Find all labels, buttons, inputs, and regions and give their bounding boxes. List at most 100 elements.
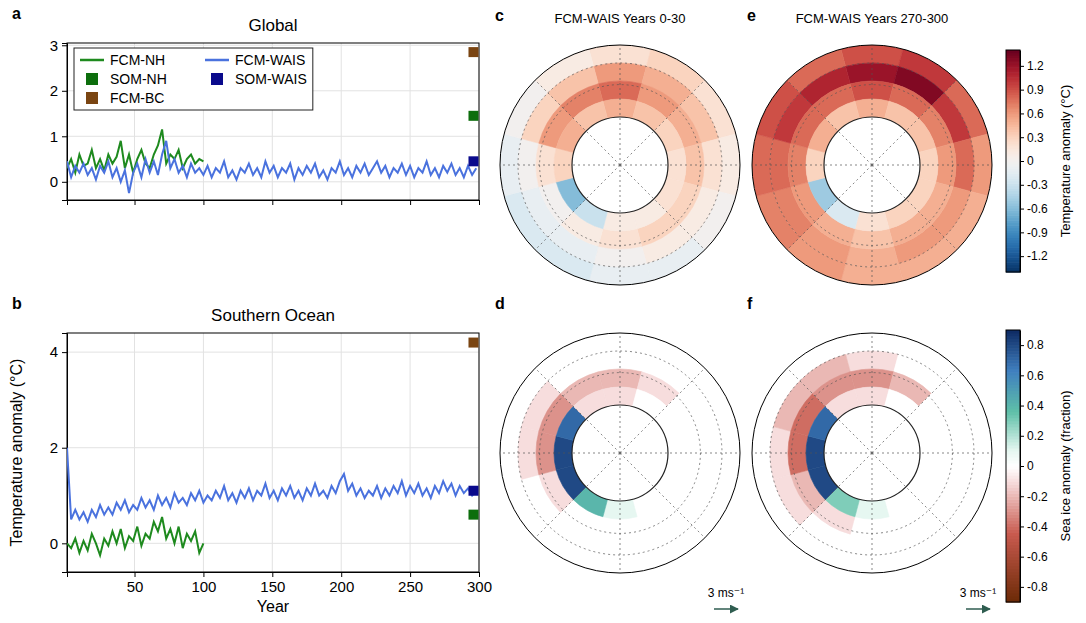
tick-mark bbox=[1020, 587, 1024, 588]
tick bbox=[272, 200, 273, 205]
grid-line bbox=[67, 352, 479, 353]
tick-label: 0 bbox=[50, 173, 58, 190]
cells bbox=[500, 333, 740, 573]
tick: 300 bbox=[467, 572, 492, 595]
axis-title: Temperature anomaly (°C) bbox=[8, 359, 25, 547]
map-border bbox=[500, 333, 740, 573]
marker bbox=[468, 510, 478, 520]
graticule bbox=[620, 453, 705, 538]
wind-scale-arrow bbox=[966, 608, 990, 610]
marker bbox=[468, 111, 478, 121]
tick: 0.3 bbox=[1020, 131, 1044, 145]
tick-label: -0.3 bbox=[1027, 178, 1048, 192]
tick-mark bbox=[1020, 436, 1024, 437]
tick-mark bbox=[1020, 256, 1024, 257]
legend-swatch bbox=[86, 73, 98, 85]
panel-letter: d bbox=[495, 295, 505, 312]
panel-letter: c bbox=[495, 7, 504, 24]
graticule bbox=[787, 165, 872, 250]
colorbar-swatch bbox=[1006, 330, 1020, 334]
tick-mark bbox=[1020, 66, 1024, 67]
tick-label: 4 bbox=[50, 343, 58, 360]
graticule bbox=[872, 165, 957, 250]
map-border bbox=[500, 45, 740, 285]
grid-line bbox=[67, 181, 479, 182]
tick-mark bbox=[479, 200, 480, 205]
axis: 024 bbox=[50, 334, 68, 573]
tick-label: 200 bbox=[329, 578, 354, 595]
map-overlay bbox=[500, 45, 740, 285]
graticule bbox=[620, 453, 621, 573]
tick: 150 bbox=[260, 572, 285, 595]
graticule bbox=[500, 453, 620, 454]
graticule bbox=[872, 45, 873, 165]
wind-scale-label: 3 ms⁻¹ bbox=[708, 586, 744, 600]
tick: 0.4 bbox=[1020, 399, 1044, 413]
legend: FCM-NHFCM-WAISSOM-NHSOM-WAISFCM-BC bbox=[74, 48, 313, 110]
tick-label: 0.6 bbox=[1027, 107, 1044, 121]
tick-label: -0.6 bbox=[1027, 550, 1048, 564]
tick-mark bbox=[62, 136, 67, 137]
tick-label: -0.9 bbox=[1027, 226, 1048, 240]
legend-label: FCM-NH bbox=[110, 52, 165, 68]
grid-line bbox=[341, 333, 342, 572]
graticule bbox=[872, 453, 873, 573]
tick: -0.6 bbox=[1020, 550, 1048, 564]
tick: 1 bbox=[50, 128, 67, 145]
tick-label: 0 bbox=[1027, 459, 1034, 473]
tick-label: 2 bbox=[50, 82, 58, 99]
map-border bbox=[752, 333, 992, 573]
tick: 0 bbox=[1020, 154, 1034, 168]
tick-mark bbox=[1020, 90, 1024, 91]
tick-mark bbox=[410, 200, 411, 205]
plot-frame bbox=[67, 43, 479, 200]
graticule bbox=[620, 165, 621, 285]
panel-letter: e bbox=[747, 7, 756, 24]
wind-scale-arrow bbox=[714, 608, 738, 610]
tick: 0.9 bbox=[1020, 83, 1044, 97]
tick-mark bbox=[135, 200, 136, 205]
tick: 1.2 bbox=[1020, 59, 1044, 73]
map bbox=[752, 45, 992, 285]
tick-label: -0.4 bbox=[1027, 520, 1048, 534]
cells bbox=[752, 333, 992, 573]
wind-scale-label: 3 ms⁻¹ bbox=[960, 586, 996, 600]
tick-mark bbox=[1020, 185, 1024, 186]
map-border bbox=[752, 45, 992, 285]
graticule bbox=[872, 453, 992, 454]
colorbar: -0.8-0.6-0.4-0.200.20.40.60.8Sea ice ano… bbox=[1006, 330, 1073, 603]
axis: -0.8-0.6-0.4-0.200.20.40.60.8 bbox=[1020, 331, 1048, 603]
map-ground bbox=[752, 45, 992, 285]
tick: 200 bbox=[329, 572, 354, 595]
legend-swatch bbox=[205, 59, 229, 62]
tick-label: 0.4 bbox=[1027, 399, 1044, 413]
tick-label: 0.6 bbox=[1027, 369, 1044, 383]
tick: -1.2 bbox=[1020, 249, 1048, 263]
tick-mark bbox=[1020, 232, 1024, 233]
tick-mark bbox=[1020, 209, 1024, 210]
tick-label: 0 bbox=[1027, 154, 1034, 168]
tick: 0.6 bbox=[1020, 107, 1044, 121]
axis-line bbox=[68, 573, 480, 578]
tick-label: 0.2 bbox=[1027, 429, 1044, 443]
tick: 2 bbox=[50, 82, 67, 99]
tick: -0.6 bbox=[1020, 202, 1048, 216]
tick bbox=[135, 200, 136, 205]
axis-line bbox=[68, 201, 480, 206]
tick-mark bbox=[62, 45, 67, 46]
tick bbox=[341, 200, 342, 205]
tick-mark bbox=[1020, 375, 1024, 376]
tick-label: 0.9 bbox=[1027, 83, 1044, 97]
tick-label: -0.6 bbox=[1027, 202, 1048, 216]
tick-label: 3 bbox=[50, 37, 58, 54]
map-ground bbox=[752, 333, 992, 573]
graticule bbox=[872, 80, 957, 165]
tick-mark bbox=[1020, 137, 1024, 138]
colorbar-title: Temperature anomaly (°C) bbox=[1058, 85, 1073, 238]
tick-mark bbox=[341, 200, 342, 205]
axis: 0 1 2 3 bbox=[50, 37, 68, 201]
panel-letter: f bbox=[747, 295, 753, 312]
graticule bbox=[787, 453, 872, 538]
tick: 0 bbox=[1020, 459, 1034, 473]
tick-label: 1.2 bbox=[1027, 59, 1044, 73]
